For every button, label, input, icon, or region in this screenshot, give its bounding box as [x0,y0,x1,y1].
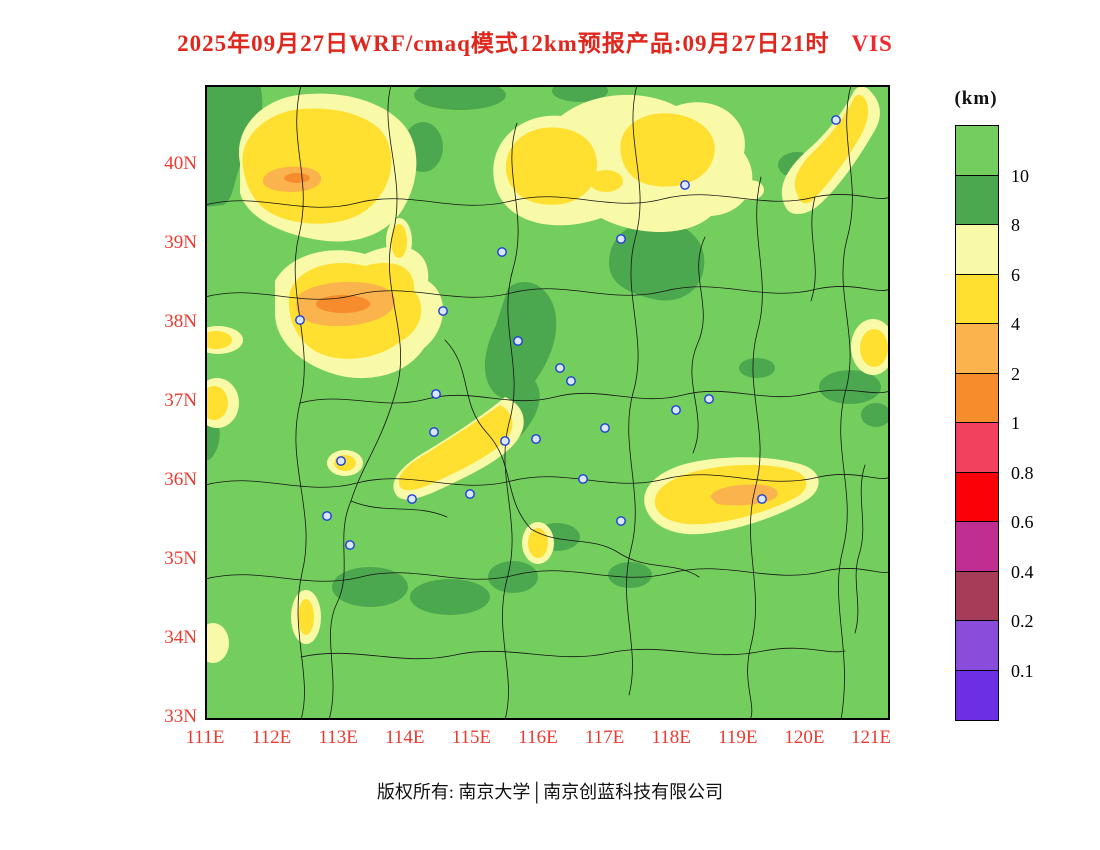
station-markers [295,115,841,550]
station-marker [757,494,767,504]
station-marker [531,434,541,444]
legend-color-step [956,373,998,423]
station-marker [345,540,355,550]
lon-label: 115E [451,727,492,748]
boundary-lines [205,85,890,720]
legend-unit: (km) [954,88,998,109]
station-marker [295,315,305,325]
legend-tick-label: 0.1 [1011,660,1034,681]
legend-color-step [956,126,998,176]
lat-label: 36N [164,469,197,490]
station-marker [578,474,588,484]
title-variable: VIS [851,31,893,56]
lon-label: 112E [251,727,292,748]
station-marker [555,363,565,373]
station-marker [465,489,475,499]
legend-color-step [956,621,998,671]
legend-color-step [956,225,998,275]
station-marker [497,247,507,257]
station-marker [500,436,510,446]
lon-label: 121E [850,727,892,748]
station-marker [616,516,626,526]
station-marker [671,405,681,415]
legend-colorbar [955,125,999,721]
legend-tick-label: 6 [1011,264,1020,285]
lon-label: 117E [584,727,625,748]
station-marker [438,306,448,316]
lon-label: 118E [651,727,691,748]
legend-color-step [956,175,998,225]
legend: 10 8 6 4 2 1 0.8 0.6 0.4 0.2 0.1 [955,125,1100,725]
legend-color-step [956,472,998,522]
map-area [205,85,890,720]
legend-tick-label: 2 [1011,363,1020,384]
legend-color-step [956,324,998,374]
legend-color-step [956,670,998,720]
station-marker [616,234,626,244]
legend-tick-label: 4 [1011,314,1020,334]
page-title: 2025年09月27日WRF/cmaq模式12km预报产品:09月27日21时 V… [0,24,1070,58]
legend-color-step [956,571,998,621]
legend-color-step [956,423,998,473]
legend-tick-label: 0.8 [1011,462,1034,483]
lon-label: 116E [518,727,558,748]
station-marker [680,180,690,190]
station-marker [431,389,441,399]
station-marker [831,115,841,125]
map-border [205,85,890,720]
copyright-footer: 版权所有: 南京大学│南京创蓝科技有限公司 [376,782,724,802]
lat-label: 35N [164,548,197,569]
lat-label: 33N [164,706,197,727]
lon-label: 111E [185,727,225,748]
legend-color-step [956,274,998,324]
legend-tick-label: 1 [1011,413,1020,433]
lon-label: 114E [385,727,425,748]
forecast-map-svg [205,85,890,720]
station-marker [429,427,439,437]
lat-label: 34N [164,627,197,648]
legend-tick-label: 0.2 [1011,611,1034,631]
lat-label: 37N [164,390,197,411]
legend-tick-label: 10 [1011,165,1029,186]
station-marker [407,494,417,504]
station-marker [336,456,346,466]
lon-label: 113E [318,727,358,748]
station-marker [566,376,576,386]
lat-label: 38N [164,311,197,332]
legend-color-step [956,522,998,572]
station-marker [600,423,610,433]
station-marker [322,511,332,521]
contour-orange [284,173,370,313]
legend-tick-label: 0.4 [1011,561,1034,582]
lon-label: 120E [784,727,825,748]
title-text: 2025年09月27日WRF/cmaq模式12km预报产品:09月27日21时 [177,31,830,56]
station-marker [513,336,523,346]
lat-label: 40N [164,153,197,174]
legend-tick-label: 0.6 [1011,512,1034,532]
lon-label: 119E [718,727,758,748]
station-marker [704,394,714,404]
legend-tick-label: 8 [1011,215,1020,235]
lat-label: 39N [164,232,197,253]
